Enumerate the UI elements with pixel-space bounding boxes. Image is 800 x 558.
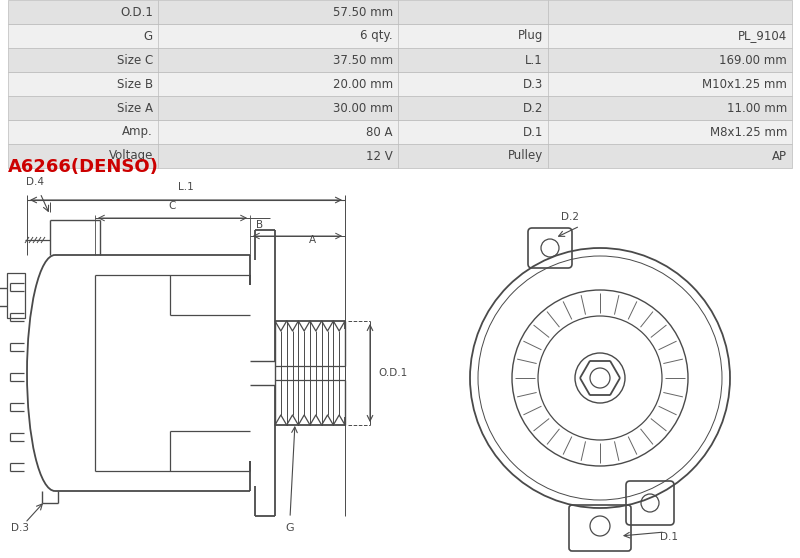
Bar — [8, 96, 792, 120]
Text: D.4: D.4 — [26, 177, 44, 187]
Text: D.3: D.3 — [11, 523, 29, 533]
Text: 12 V: 12 V — [366, 150, 393, 162]
Text: A: A — [309, 235, 316, 245]
Bar — [8, 120, 792, 144]
Text: 169.00 mm: 169.00 mm — [719, 54, 787, 66]
Text: C: C — [169, 201, 176, 211]
Text: D.1: D.1 — [660, 532, 678, 542]
Bar — [8, 144, 792, 168]
Text: 11.00 mm: 11.00 mm — [726, 102, 787, 114]
Text: G: G — [144, 30, 153, 42]
Bar — [8, 0, 792, 24]
Text: Voltage: Voltage — [109, 150, 153, 162]
Text: PL_9104: PL_9104 — [738, 30, 787, 42]
Text: Plug: Plug — [518, 30, 543, 42]
Text: D.2: D.2 — [561, 212, 579, 222]
Text: B: B — [257, 220, 263, 230]
Text: M8x1.25 mm: M8x1.25 mm — [710, 126, 787, 138]
Text: L.1: L.1 — [526, 54, 543, 66]
Text: D.3: D.3 — [522, 78, 543, 90]
Text: D.1: D.1 — [522, 126, 543, 138]
Bar — [8, 72, 792, 96]
Text: O.D.1: O.D.1 — [378, 368, 407, 378]
Text: Pulley: Pulley — [508, 150, 543, 162]
Text: 6 qty.: 6 qty. — [360, 30, 393, 42]
Text: Size B: Size B — [117, 78, 153, 90]
Text: O.D.1: O.D.1 — [120, 6, 153, 18]
Text: G: G — [286, 523, 294, 533]
Bar — [7, 273, 25, 318]
Text: Amp.: Amp. — [122, 126, 153, 138]
Text: L.1: L.1 — [178, 182, 194, 192]
Text: A6266(DENSO): A6266(DENSO) — [8, 158, 159, 176]
Bar — [8, 48, 792, 72]
Text: Size C: Size C — [117, 54, 153, 66]
Text: M10x1.25 mm: M10x1.25 mm — [702, 78, 787, 90]
Text: 57.50 mm: 57.50 mm — [333, 6, 393, 18]
Text: Size A: Size A — [117, 102, 153, 114]
Text: D.2: D.2 — [522, 102, 543, 114]
Text: AP: AP — [772, 150, 787, 162]
Bar — [8, 24, 792, 48]
Text: 30.00 mm: 30.00 mm — [333, 102, 393, 114]
Text: 20.00 mm: 20.00 mm — [333, 78, 393, 90]
Text: 37.50 mm: 37.50 mm — [333, 54, 393, 66]
Text: 80 A: 80 A — [366, 126, 393, 138]
